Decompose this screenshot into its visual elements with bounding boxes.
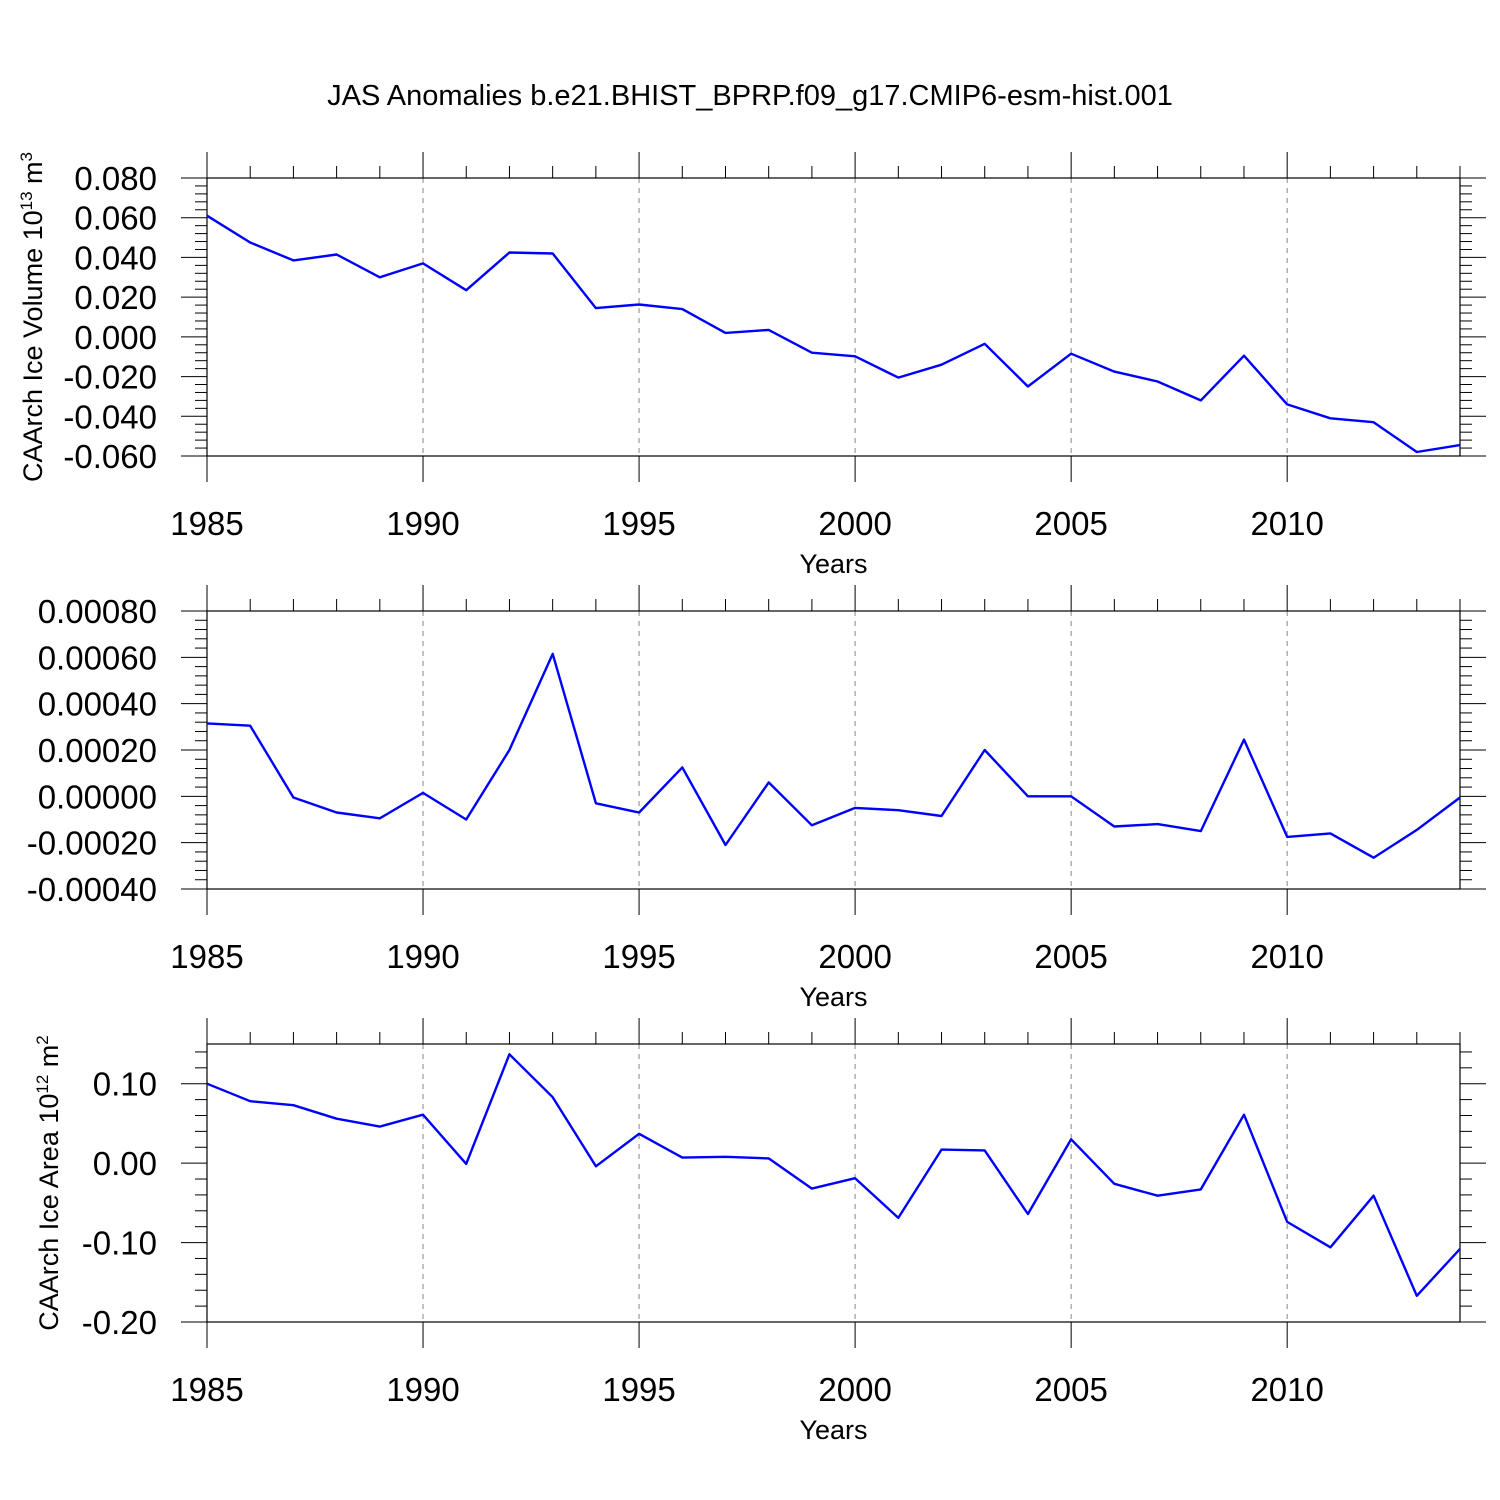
x-tick-label: 1990 xyxy=(386,505,459,542)
x-tick-label: 2000 xyxy=(818,1371,891,1408)
y-tick-label: 0.00000 xyxy=(38,778,157,815)
x-tick-label: 2000 xyxy=(818,505,891,542)
x-tick-label: 1985 xyxy=(170,1371,243,1408)
chart-panel-2: 1985 1990 1995 2000 2005 2010 -0.00040 -0.00020… xyxy=(27,585,1486,1012)
y-tick-label: 0.060 xyxy=(74,200,157,237)
x-tick-label: 2005 xyxy=(1034,505,1107,542)
series-line xyxy=(206,214,1461,454)
plot-frame xyxy=(206,1043,1461,1323)
x-axis-label: Years xyxy=(799,549,867,579)
x-tick-label: 2010 xyxy=(1250,938,1323,975)
x-tick-label: 2010 xyxy=(1250,505,1323,542)
y-axis-label: CAArch Ice Volume 1013 m3 xyxy=(17,152,48,482)
x-tick-label: 1995 xyxy=(602,505,675,542)
y-tick-label: -0.10 xyxy=(82,1225,157,1262)
y-tick-label: -0.040 xyxy=(63,398,157,435)
y-tick-label: 0.080 xyxy=(74,160,157,197)
y-tick-label: -0.060 xyxy=(63,438,157,475)
x-axis-label: Years xyxy=(799,1415,867,1445)
x-tick-label: 1995 xyxy=(602,938,675,975)
x-tick-label: 2005 xyxy=(1034,1371,1107,1408)
y-tick-label: 0.00040 xyxy=(38,686,157,723)
x-tick-label: 1990 xyxy=(386,938,459,975)
x-tick-label: 2005 xyxy=(1034,938,1107,975)
series-line xyxy=(206,652,1461,859)
y-tick-label: -0.20 xyxy=(82,1304,157,1341)
plot-frame xyxy=(206,177,1461,457)
plot-frame xyxy=(206,610,1461,890)
y-tick-label: -0.020 xyxy=(63,359,157,396)
y-tick-label: 0.040 xyxy=(74,239,157,276)
x-tick-label: 1995 xyxy=(602,1371,675,1408)
chart-panel-3: 1985 1990 1995 2000 2005 2010 -0.20 -0.10 0.00 0.… xyxy=(33,1018,1486,1445)
y-tick-label: -0.00040 xyxy=(27,871,157,908)
x-tick-label: 1990 xyxy=(386,1371,459,1408)
x-tick-label: 2000 xyxy=(818,938,891,975)
y-axis-label: CAArch Ice Area 1012 m2 xyxy=(33,1035,64,1331)
x-tick-label: 1985 xyxy=(170,505,243,542)
chart-panel-1: 1985 1990 1995 2000 2005 2010 -0.060-0.040-0.0… xyxy=(17,152,1486,579)
y-tick-label: -0.00020 xyxy=(27,825,157,862)
series-line xyxy=(206,1053,1461,1298)
y-tick-label: 0.00080 xyxy=(38,593,157,630)
y-tick-label: 0.00020 xyxy=(38,732,157,769)
x-tick-label: 1985 xyxy=(170,938,243,975)
y-tick-label: 0.00060 xyxy=(38,639,157,676)
y-tick-label: 0.00 xyxy=(93,1145,157,1182)
figure-title: JAS Anomalies b.e21.BHIST_BPRP.f09_g17.C… xyxy=(327,80,1173,112)
x-axis-label: Years xyxy=(799,982,867,1012)
x-tick-label: 2010 xyxy=(1250,1371,1323,1408)
y-tick-label: 0.10 xyxy=(93,1066,157,1103)
y-tick-label: 0.020 xyxy=(74,279,157,316)
y-tick-label: 0.000 xyxy=(74,319,157,356)
panels: 1985 1990 1995 2000 2005 2010-0.060-0.040-0.0… xyxy=(17,152,1486,1445)
